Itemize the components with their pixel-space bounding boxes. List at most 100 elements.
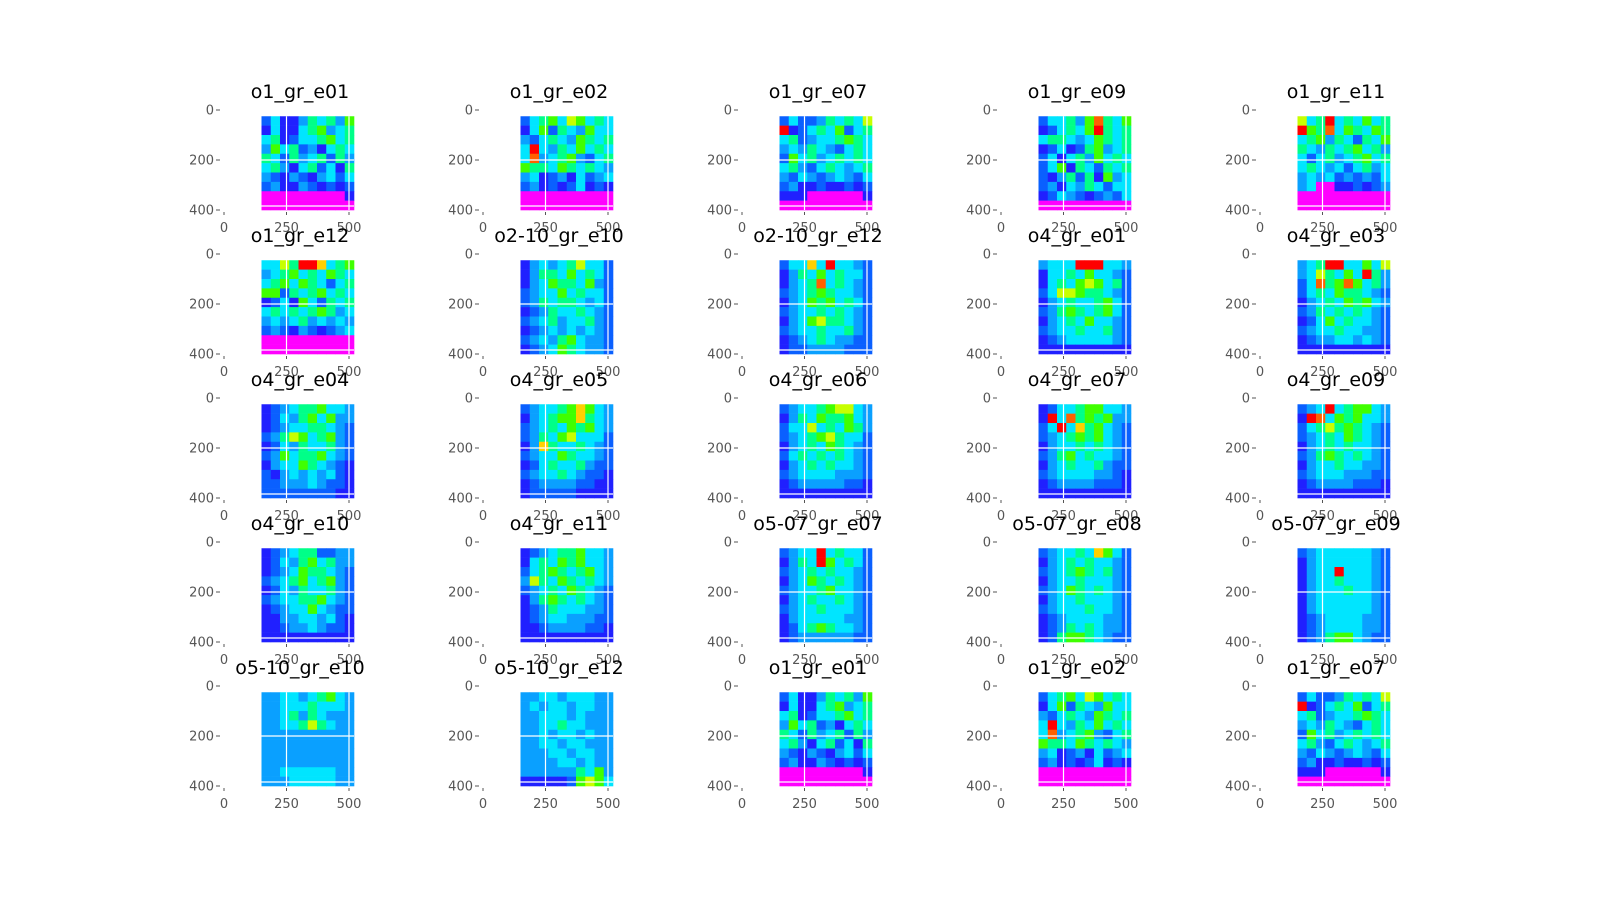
heatmap-cell [520,748,531,759]
heatmap-cell [1371,432,1382,443]
heatmap-cell [835,125,845,136]
heatmap-cell [1362,460,1372,471]
y-tick-label: 400 [1225,492,1250,507]
heatmap-cell [779,720,790,731]
heatmap-cell [594,585,605,596]
heatmap-cell [788,269,799,280]
heatmap-cell [1297,613,1308,624]
heatmap-cell [1084,767,1095,777]
heatmap-cell [779,153,790,164]
heatmap-cell [1371,172,1382,183]
heatmap-cell [779,576,790,587]
heatmap-cell [1047,576,1058,587]
x-tick-label: 500 [337,221,362,236]
heatmap-cell [1112,757,1123,768]
heatmap-cell [566,711,577,721]
heatmap-cell [844,135,854,145]
heatmap-cell [807,451,817,461]
heatmap-cell [594,423,605,433]
heatmap-cell [1047,604,1058,615]
heatmap-cell [1084,404,1095,414]
heatmap-cell [825,269,836,280]
heatmap-cell [1353,181,1363,192]
heatmap-cell [779,548,790,558]
x-tick-label: 0 [479,221,487,236]
heatmap-cell [816,739,827,749]
heatmap-cell [816,767,827,777]
panel-title: o2-10_gr_e12 [753,225,882,247]
heatmap-cell [529,279,540,289]
heatmap-cell [1297,288,1308,299]
heatmap-cell [1316,739,1326,749]
heatmap-cell [289,595,299,605]
heatmap-cell [548,307,558,317]
heatmap-cell [1353,757,1363,768]
heatmap-cell [326,432,336,443]
heatmap-cell [548,451,558,461]
y-tick-label: 400 [707,204,732,219]
heatmap-cell [1297,307,1308,317]
heatmap-cell [798,144,808,155]
heatmap-cell [798,288,808,299]
heatmap-cell [557,288,568,299]
heatmap-cell [539,548,549,558]
heatmap-cell [317,172,327,183]
heatmap-cell [539,423,549,433]
heatmap-cell [594,604,605,615]
x-tick-label: 250 [792,653,817,668]
heatmap-cell [520,451,531,461]
heatmap-cell [270,144,281,155]
heatmap-cell [566,451,577,461]
heatmap-cell [844,260,854,270]
heatmap-cell [548,548,558,558]
heatmap-cell [1103,269,1113,280]
heatmap-cell [585,711,595,721]
heatmap-cell [798,451,808,461]
heatmap-cell [798,423,808,433]
heatmap-cell [280,767,290,777]
heatmap-cell [1038,288,1049,299]
x-tick-label: 250 [1310,797,1335,812]
heatmap-cell [298,576,309,587]
heatmap-cell [825,125,836,136]
heatmap-cell [1297,260,1308,270]
heatmap-cell [1334,316,1345,327]
heatmap-cell [270,297,281,308]
heatmap-cell [576,163,586,173]
heatmap-cell [520,576,531,587]
heatmap-cell [1112,623,1123,633]
heatmap-cell [798,163,808,173]
heatmap-cell [1371,297,1382,308]
heatmap-cell [788,441,799,452]
heatmap-cell [1371,404,1382,414]
heatmap-cell [1038,135,1049,145]
heatmap-cell [1047,623,1058,633]
heatmap-cell [798,279,808,289]
heatmap-cell [576,432,586,443]
heatmap-cell [270,576,281,587]
heatmap-cell [289,279,299,289]
heatmap-cell [1371,739,1382,749]
heatmap-cell [1066,432,1076,443]
heatmap-cell [1334,163,1345,173]
heatmap-cell [1325,604,1335,615]
heatmap-cell [1047,269,1058,280]
heatmap-cell [566,135,577,145]
heatmap-cell [529,739,540,749]
heatmap-cell [779,172,790,183]
heatmap-cell [1103,748,1113,759]
heatmap-cell [298,451,309,461]
heatmap-cell [1075,595,1086,605]
heatmap-cell [1094,692,1104,702]
heatmap-cell [307,479,318,489]
heatmap-cell [539,701,549,712]
heatmap-cell [576,116,586,126]
heatmap-cell [1066,748,1076,759]
heatmap-cell [594,613,605,624]
heatmap-cell [1075,153,1086,164]
heatmap-cell [566,557,577,568]
heatmap-cell [853,413,864,424]
heatmap-cell [1094,413,1104,424]
heatmap-cell [816,711,827,721]
